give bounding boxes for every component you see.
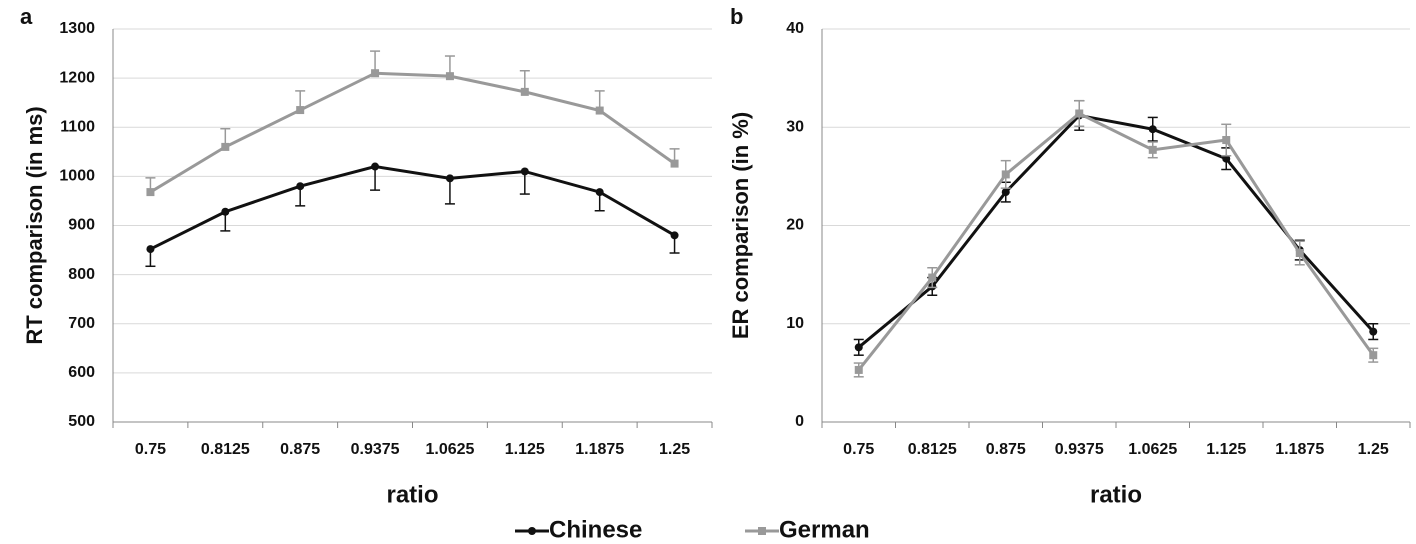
legend-label: Chinese — [549, 516, 642, 543]
y-tick-label: 0 — [795, 413, 804, 430]
y-tick-label: 1300 — [59, 20, 95, 37]
y-tick-label: 20 — [786, 217, 804, 234]
series-line — [857, 111, 1375, 371]
x-tick-label: 1.125 — [505, 441, 545, 458]
error-bar — [444, 178, 455, 205]
marker — [371, 162, 380, 171]
y-tick-label: 700 — [68, 315, 95, 332]
marker — [1222, 136, 1231, 145]
series-line — [857, 113, 1375, 349]
marker — [595, 106, 604, 115]
marker — [854, 343, 863, 352]
x-tick-label: 1.25 — [1358, 441, 1389, 458]
series-line — [149, 165, 676, 251]
x-tick-label: 1.125 — [1206, 441, 1246, 458]
y-tick-label: 500 — [68, 413, 95, 430]
x-axis-title: ratio — [1090, 481, 1142, 508]
series-line — [149, 71, 676, 194]
y-tick-label: 30 — [786, 118, 804, 135]
x-axis-title: ratio — [386, 481, 438, 508]
y-tick-label: 800 — [68, 266, 95, 283]
x-tick-label: 0.875 — [280, 441, 320, 458]
marker — [520, 167, 529, 176]
marker — [1148, 145, 1157, 154]
marker — [221, 142, 230, 151]
panel-label: a — [20, 4, 33, 29]
marker — [1369, 327, 1378, 336]
panel-label: b — [730, 4, 743, 29]
marker — [371, 69, 380, 78]
marker — [520, 87, 529, 96]
marker — [221, 207, 230, 216]
x-tick-label: 1.1875 — [1275, 441, 1324, 458]
x-tick-label: 1.25 — [659, 441, 690, 458]
y-axis-title: RT comparison (in ms) — [22, 106, 47, 344]
x-tick-label: 0.8125 — [201, 441, 250, 458]
marker — [1001, 188, 1010, 197]
marker — [1001, 170, 1010, 179]
marker — [1295, 249, 1304, 258]
y-tick-label: 1200 — [59, 69, 95, 86]
x-tick-label: 1.0625 — [425, 441, 474, 458]
x-tick-label: 1.0625 — [1128, 441, 1177, 458]
marker — [670, 231, 679, 240]
marker — [146, 188, 155, 197]
marker — [296, 106, 305, 115]
x-tick-label: 0.75 — [135, 441, 166, 458]
legend-label: German — [779, 516, 870, 543]
y-tick-label: 40 — [786, 20, 804, 37]
x-tick-label: 0.875 — [986, 441, 1026, 458]
marker — [1075, 109, 1084, 118]
marker — [1148, 125, 1157, 134]
marker — [146, 245, 155, 254]
y-tick-label: 1000 — [59, 168, 95, 185]
y-tick-label: 600 — [68, 364, 95, 381]
x-tick-label: 0.9375 — [1055, 441, 1104, 458]
legend-marker — [758, 527, 766, 535]
y-tick-label: 10 — [786, 315, 804, 332]
y-axis-title: ER comparison (in %) — [728, 112, 753, 339]
marker — [854, 365, 863, 374]
x-tick-label: 0.75 — [843, 441, 874, 458]
marker — [670, 159, 679, 168]
y-tick-label: 1100 — [60, 118, 95, 135]
legend-marker — [528, 527, 536, 535]
marker — [1369, 351, 1378, 360]
marker — [296, 182, 305, 191]
x-tick-label: 0.8125 — [908, 441, 957, 458]
marker — [928, 273, 937, 282]
y-tick-label: 900 — [68, 217, 95, 234]
marker — [445, 72, 454, 81]
marker — [1222, 154, 1231, 163]
marker — [445, 174, 454, 183]
marker — [595, 188, 604, 197]
x-tick-label: 1.1875 — [575, 441, 624, 458]
x-tick-label: 0.9375 — [351, 441, 400, 458]
